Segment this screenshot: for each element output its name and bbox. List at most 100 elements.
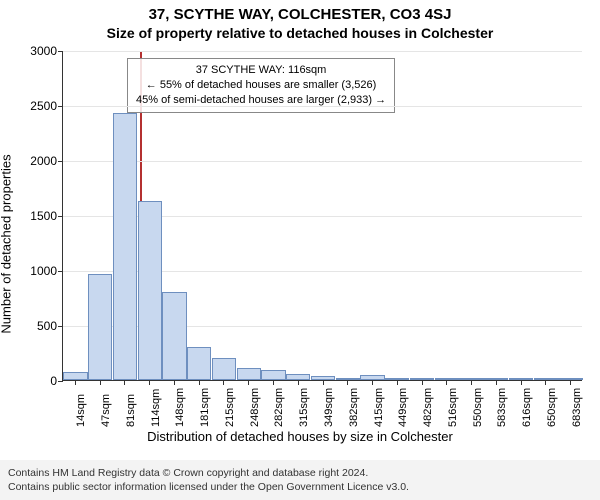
xtick-label: 248sqm (249, 403, 261, 427)
xtick: 683sqm (559, 380, 583, 427)
xtick-mark (248, 380, 249, 385)
xtick-label: 650sqm (546, 403, 558, 427)
chart-subtitle: Size of property relative to detached ho… (0, 25, 600, 41)
xtick: 550sqm (460, 380, 484, 427)
xtick-label: 282sqm (273, 403, 285, 427)
xtick-mark (298, 380, 299, 385)
xtick-mark (323, 380, 324, 385)
xtick-label: 516sqm (447, 403, 459, 427)
xtick: 47sqm (88, 380, 112, 427)
xtick-label: 449sqm (397, 403, 409, 427)
marker-callout: 37 SCYTHE WAY: 116sqm ← 55% of detached … (127, 58, 395, 113)
xtick-mark (100, 380, 101, 385)
xtick: 449sqm (385, 380, 409, 427)
chart-area: Number of detached properties 37 SCYTHE … (0, 41, 600, 446)
footer-line2: Contains public sector information licen… (8, 480, 592, 494)
xtick-label: 482sqm (422, 403, 434, 427)
ytick-label: 1500 (30, 209, 57, 223)
xtick-label: 181sqm (199, 403, 211, 427)
gridline (63, 51, 582, 52)
ytick-label: 1000 (30, 264, 57, 278)
callout-line2: ← 55% of detached houses are smaller (3,… (136, 78, 386, 93)
ytick-mark (58, 106, 63, 107)
xtick: 215sqm (212, 380, 236, 427)
callout-line1: 37 SCYTHE WAY: 116sqm (136, 63, 386, 78)
xtick-mark (75, 380, 76, 385)
bar (63, 372, 87, 380)
xtick-mark (397, 380, 398, 385)
bar (162, 292, 186, 380)
gridline (63, 106, 582, 107)
x-axis-label: Distribution of detached houses by size … (0, 429, 600, 444)
xtick: 181sqm (187, 380, 211, 427)
xtick: 382sqm (336, 380, 360, 427)
ytick-mark (58, 381, 63, 382)
ytick-label: 0 (50, 374, 57, 388)
xtick: 583sqm (484, 380, 508, 427)
xtick-mark (124, 380, 125, 385)
xtick-mark (521, 380, 522, 385)
xtick: 148sqm (162, 380, 186, 427)
bar (88, 274, 112, 380)
xtick: 349sqm (311, 380, 335, 427)
xtick-label: 382sqm (348, 403, 360, 427)
y-axis-label: Number of detached properties (0, 154, 14, 333)
xtick-mark (545, 380, 546, 385)
xtick-mark (471, 380, 472, 385)
xtick-mark (273, 380, 274, 385)
bar (113, 113, 137, 380)
xtick-label: 583sqm (496, 403, 508, 427)
xtick-mark (422, 380, 423, 385)
xtick-mark (199, 380, 200, 385)
ytick-label: 2500 (30, 99, 57, 113)
xtick-mark (174, 380, 175, 385)
plot-region: 37 SCYTHE WAY: 116sqm ← 55% of detached … (62, 51, 582, 381)
xtick: 315sqm (286, 380, 310, 427)
xtick-mark (570, 380, 571, 385)
ytick-mark (58, 216, 63, 217)
xtick: 248sqm (237, 380, 261, 427)
ytick-label: 500 (37, 319, 57, 333)
xtick: 81sqm (113, 380, 137, 427)
xtick-label: 415sqm (373, 403, 385, 427)
xtick: 282sqm (261, 380, 285, 427)
xtick: 114sqm (138, 380, 162, 427)
xtick-label: 315sqm (298, 403, 310, 427)
xtick: 650sqm (534, 380, 558, 427)
ytick-mark (58, 51, 63, 52)
footer-line1: Contains HM Land Registry data © Crown c… (8, 466, 592, 480)
xtick: 14sqm (63, 380, 87, 427)
bar (212, 358, 236, 380)
ytick-label: 2000 (30, 154, 57, 168)
ytick-label: 3000 (30, 44, 57, 58)
xtick: 516sqm (435, 380, 459, 427)
xtick: 415sqm (361, 380, 385, 427)
xtick-label: 683sqm (571, 403, 583, 427)
attribution-footer: Contains HM Land Registry data © Crown c… (0, 460, 600, 500)
address-title: 37, SCYTHE WAY, COLCHESTER, CO3 4SJ (0, 6, 600, 23)
xtick-label: 550sqm (472, 403, 484, 427)
bar (187, 347, 211, 380)
chart-header: 37, SCYTHE WAY, COLCHESTER, CO3 4SJ Size… (0, 0, 600, 41)
xtick-label: 148sqm (174, 403, 186, 427)
xtick-label: 215sqm (224, 403, 236, 427)
ytick-mark (58, 161, 63, 162)
xtick-label: 349sqm (323, 403, 335, 427)
xtick-mark (496, 380, 497, 385)
ytick-mark (58, 271, 63, 272)
bar (237, 368, 261, 380)
xtick: 616sqm (509, 380, 533, 427)
xtick-label: 114sqm (150, 403, 162, 427)
xtick-mark (347, 380, 348, 385)
xtick-mark (149, 380, 150, 385)
xtick-label: 14sqm (75, 403, 87, 427)
xtick-label: 616sqm (521, 403, 533, 427)
xtick-mark (446, 380, 447, 385)
xtick-label: 81sqm (125, 403, 137, 427)
ytick-mark (58, 326, 63, 327)
xtick-label: 47sqm (100, 403, 112, 427)
xtick: 482sqm (410, 380, 434, 427)
bar (261, 370, 285, 380)
bar (138, 201, 162, 380)
xtick-mark (223, 380, 224, 385)
